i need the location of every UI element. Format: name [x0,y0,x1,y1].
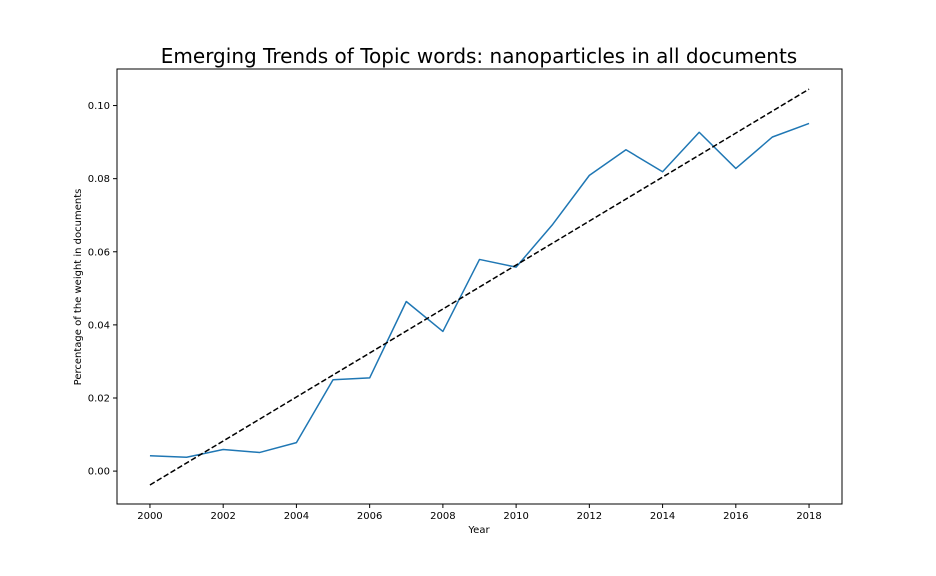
y-tick-label: 0.02 [88,393,110,404]
x-tick-label: 2008 [430,511,455,522]
x-tick-label: 2010 [503,511,528,522]
x-tick-label: 2002 [210,511,235,522]
y-tick-label: 0.08 [88,174,110,185]
axes-frame [116,68,843,505]
chart-title: Emerging Trends of Topic words: nanopart… [161,44,797,68]
x-axis-label: Year [467,525,490,536]
y-axis-label: Percentage of the weight in documents [73,189,84,386]
plot-area [149,88,810,486]
x-tick-label: 2016 [723,511,748,522]
x-tick-label: 2004 [284,511,309,522]
x-tick-label: 2014 [650,511,675,522]
y-tick-label: 0.06 [88,247,110,258]
x-tick-label: 2018 [796,511,821,522]
axes: 2000 2002 2004 2006 2008 2010 2012 2014 2016 2018… [88,68,843,522]
series-line [149,122,810,458]
x-tick-label: 2006 [357,511,382,522]
y-tick-label: 0.00 [88,467,110,478]
y-tick-label: 0.10 [88,101,110,112]
y-tick-label: 0.04 [88,320,110,331]
x-tick-label: 2000 [137,511,162,522]
trend-line [149,88,810,486]
x-tick-label: 2012 [577,511,602,522]
